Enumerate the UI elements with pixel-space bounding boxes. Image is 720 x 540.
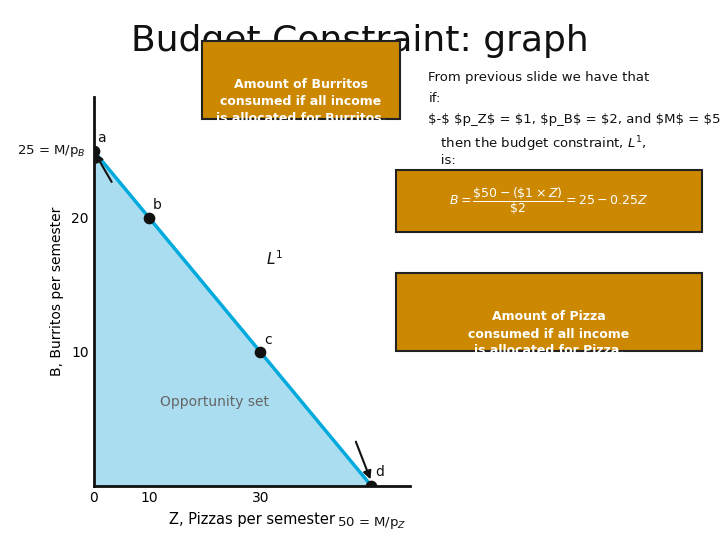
Text: is:: is:	[428, 154, 456, 167]
Text: $L^1$: $L^1$	[266, 249, 283, 268]
Text: Opportunity set: Opportunity set	[161, 395, 269, 409]
Text: Amount of Pizza
consumed if all income
is allocated for Pizza.: Amount of Pizza consumed if all income i…	[468, 310, 629, 357]
X-axis label: Z, Pizzas per semester: Z, Pizzas per semester	[169, 512, 335, 527]
Text: $-$ $p_Z$ = $1, $p_B$ = $2, and $M$ = $50,: $-$ $p_Z$ = $1, $p_B$ = $2, and $M$ = $5…	[428, 113, 720, 126]
Text: then the budget constraint, $L^1$,: then the budget constraint, $L^1$,	[428, 134, 647, 153]
Point	[366, 482, 377, 490]
Text: Budget Constraint: graph: Budget Constraint: graph	[131, 24, 589, 58]
Y-axis label: B, Burritos per semester: B, Burritos per semester	[50, 207, 64, 376]
Text: d: d	[375, 465, 384, 480]
Text: $B = \dfrac{\$50-(\$1\times Z)}{\$2} = 25-0.25Z$: $B = \dfrac{\$50-(\$1\times Z)}{\$2} = 2…	[449, 185, 648, 217]
Point	[143, 213, 155, 222]
Text: if:: if:	[428, 92, 441, 105]
Text: From previous slide we have that: From previous slide we have that	[428, 71, 649, 84]
Text: Amount of Burritos
consumed if all income
is allocated for Burritos.: Amount of Burritos consumed if all incom…	[216, 78, 386, 125]
Text: 50 = M/p$_Z$: 50 = M/p$_Z$	[337, 516, 406, 531]
Text: c: c	[264, 333, 272, 347]
Text: 25 = M/p$_B$: 25 = M/p$_B$	[17, 143, 85, 159]
Text: b: b	[153, 199, 162, 213]
Point	[255, 348, 266, 356]
Text: a: a	[97, 131, 106, 145]
Point	[88, 146, 99, 155]
